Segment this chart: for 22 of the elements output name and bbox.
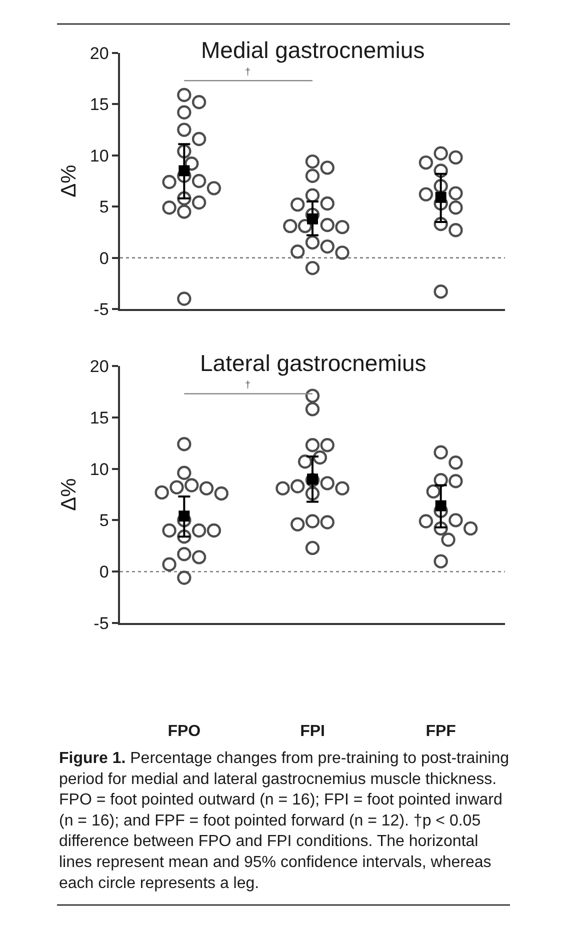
chart-title: Medial gastrocnemius — [201, 37, 425, 63]
y-axis-title: Δ% — [58, 164, 81, 198]
annotation: † — [245, 380, 251, 391]
y-tick-label: 10 — [90, 146, 109, 166]
y-tick-label: 20 — [90, 356, 109, 376]
caption: Figure 1. Percentage changes from pre-training to post-training period for medial and lateral gastrocnemius muscle thickness. FPO = foot pointed outward (n = 16); FPI = foot pointed inward (n = 16); and FPF = foot pointed forward (n = 12). †p < 0.05 difference between FPO and FPI conditions. The horizontal lines represent mean and 95% confidence intervals, whereas each circle represents a leg. — [59, 750, 510, 892]
y-tick-label: 15 — [90, 408, 109, 428]
y-tick-label: 0 — [99, 248, 109, 268]
y-tick-label: -5 — [94, 300, 109, 319]
y-tick-label: 10 — [90, 460, 109, 479]
y-tick-label: 20 — [90, 44, 109, 63]
x-tick-label: FPF — [426, 723, 456, 740]
y-tick-label: 5 — [99, 511, 109, 530]
y-tick-label: 0 — [99, 562, 109, 582]
chart-title: Lateral gastrocnemius — [200, 350, 426, 376]
y-tick-label: -5 — [94, 614, 109, 633]
y-tick-label: 5 — [99, 198, 109, 217]
y-tick-label: 15 — [90, 95, 109, 114]
y-axis-title: Δ% — [58, 478, 81, 511]
x-tick-label: FPI — [300, 723, 325, 740]
annotation: † — [245, 67, 251, 78]
x-tick-label: FPO — [168, 723, 201, 740]
